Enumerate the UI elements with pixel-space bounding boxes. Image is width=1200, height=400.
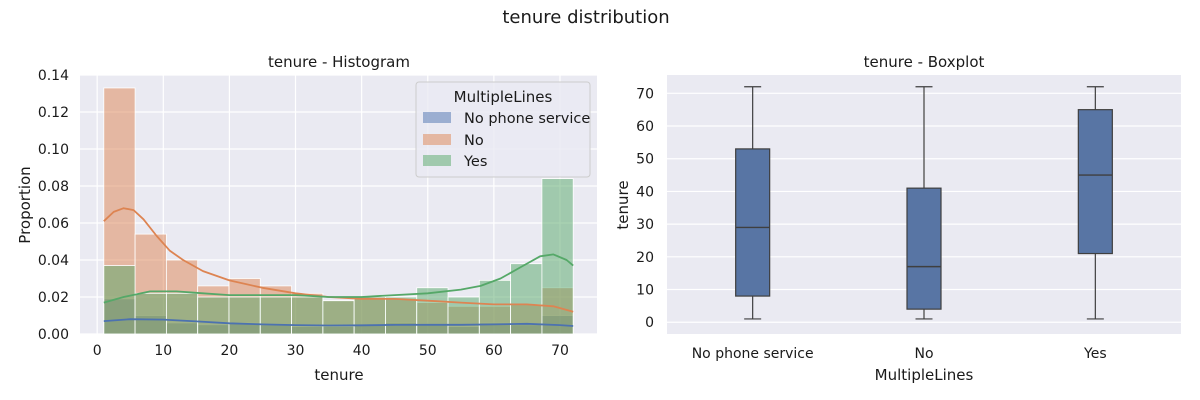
boxplot-panel: 0 10 20 30 40 50 60 70 No phone service No Yes ten… [614, 53, 1181, 384]
histogram-x-axis-label: tenure [314, 366, 363, 384]
kde-line-no-phone-service [103, 318, 574, 327]
legend-label-no-phone-service: No phone service [464, 111, 590, 127]
legend-swatch-no-phone-service [423, 112, 451, 123]
legend-swatch-no [423, 134, 451, 145]
histogram-panel: 0 10 20 30 40 50 60 70 0.00 0.02 0.04 0.06 0.08 0.10 0… [16, 53, 597, 384]
histogram-x-tick-label: 50 [419, 343, 437, 359]
histogram-title: tenure - Histogram [268, 53, 410, 71]
histogram-y-tick-label: 0.06 [38, 216, 69, 232]
histogram-bar-yes [353, 296, 386, 335]
legend-label-yes: Yes [463, 154, 487, 170]
histogram-bar-yes [103, 265, 136, 335]
histogram-x-tick-label: 40 [353, 343, 371, 359]
histogram-y-tick-label: 0.14 [38, 68, 69, 84]
histogram-x-tick-label: 60 [485, 343, 503, 359]
boxplot-x-axis-label: MultipleLines [875, 366, 974, 384]
histogram-bar-yes [197, 296, 230, 335]
histogram-legend: MultipleLines No phone service No Yes [415, 81, 591, 178]
boxplot-x-tick-label: No phone service [692, 346, 814, 362]
box-no-phone-service [735, 148, 771, 297]
histogram-kde-lines [103, 207, 574, 327]
histogram-y-tick-label: 0.12 [38, 105, 69, 121]
histogram-x-tick-label: 30 [287, 343, 305, 359]
histogram-x-tick-label: 70 [551, 343, 569, 359]
legend-label-no: No [464, 133, 484, 149]
box-no [906, 187, 942, 310]
histogram-bar-yes [416, 287, 449, 335]
histogram-bar-yes [259, 296, 292, 335]
boxplot-y-tick-label: 20 [636, 250, 654, 266]
histogram-bar-yes [322, 300, 355, 335]
boxplot-boxes [735, 86, 1113, 320]
histogram-bar-yes [385, 296, 418, 335]
box-yes [1077, 109, 1113, 255]
histogram-bar-yes [228, 296, 261, 335]
histogram-bar-yes [478, 279, 512, 335]
histogram-y-tick-label: 0.10 [38, 142, 69, 158]
histogram-x-tick-label: 0 [93, 343, 102, 359]
histogram-y-tick-label: 0.02 [38, 290, 69, 306]
histogram-tick-labels: 0 10 20 30 40 50 60 70 0.00 0.02 0.04 0.06 0.08 0.10 0… [38, 68, 569, 359]
boxplot-tick-labels: 0 10 20 30 40 50 60 70 No phone service No Yes [636, 86, 1106, 362]
kde-line-yes [103, 253, 574, 304]
boxplot-y-tick-label: 10 [636, 283, 654, 299]
histogram-bars [103, 87, 574, 335]
boxplot-y-tick-label: 60 [636, 119, 654, 135]
boxplot-y-tick-label: 40 [636, 184, 654, 200]
boxplot-x-tick-label: Yes [1083, 346, 1107, 362]
histogram-y-tick-label: 0.04 [38, 253, 69, 269]
legend-swatch-yes [423, 155, 451, 166]
histogram-x-tick-label: 20 [221, 343, 239, 359]
figure-title: tenure distribution [502, 7, 669, 28]
boxplot-y-tick-label: 70 [636, 86, 654, 102]
histogram-bar-yes [165, 292, 199, 335]
histogram-bar-yes [134, 292, 167, 335]
histogram-y-axis-label: Proportion [16, 166, 34, 243]
boxplot-y-axis-label: tenure [614, 180, 632, 229]
histogram-x-tick-label: 10 [154, 343, 172, 359]
histogram-y-tick-label: 0.00 [38, 327, 69, 343]
legend-title: MultipleLines [454, 88, 553, 106]
legend-frame [415, 81, 591, 178]
boxplot-title: tenure - Boxplot [864, 53, 985, 71]
boxplot-y-tick-label: 50 [636, 152, 654, 168]
histogram-y-tick-label: 0.08 [38, 179, 69, 195]
boxplot-x-tick-label: No [914, 346, 933, 362]
boxplot-y-tick-label: 30 [636, 217, 654, 233]
kde-line-no [103, 207, 574, 313]
boxplot-y-tick-label: 0 [645, 315, 654, 331]
histogram-bar-yes [291, 296, 324, 335]
